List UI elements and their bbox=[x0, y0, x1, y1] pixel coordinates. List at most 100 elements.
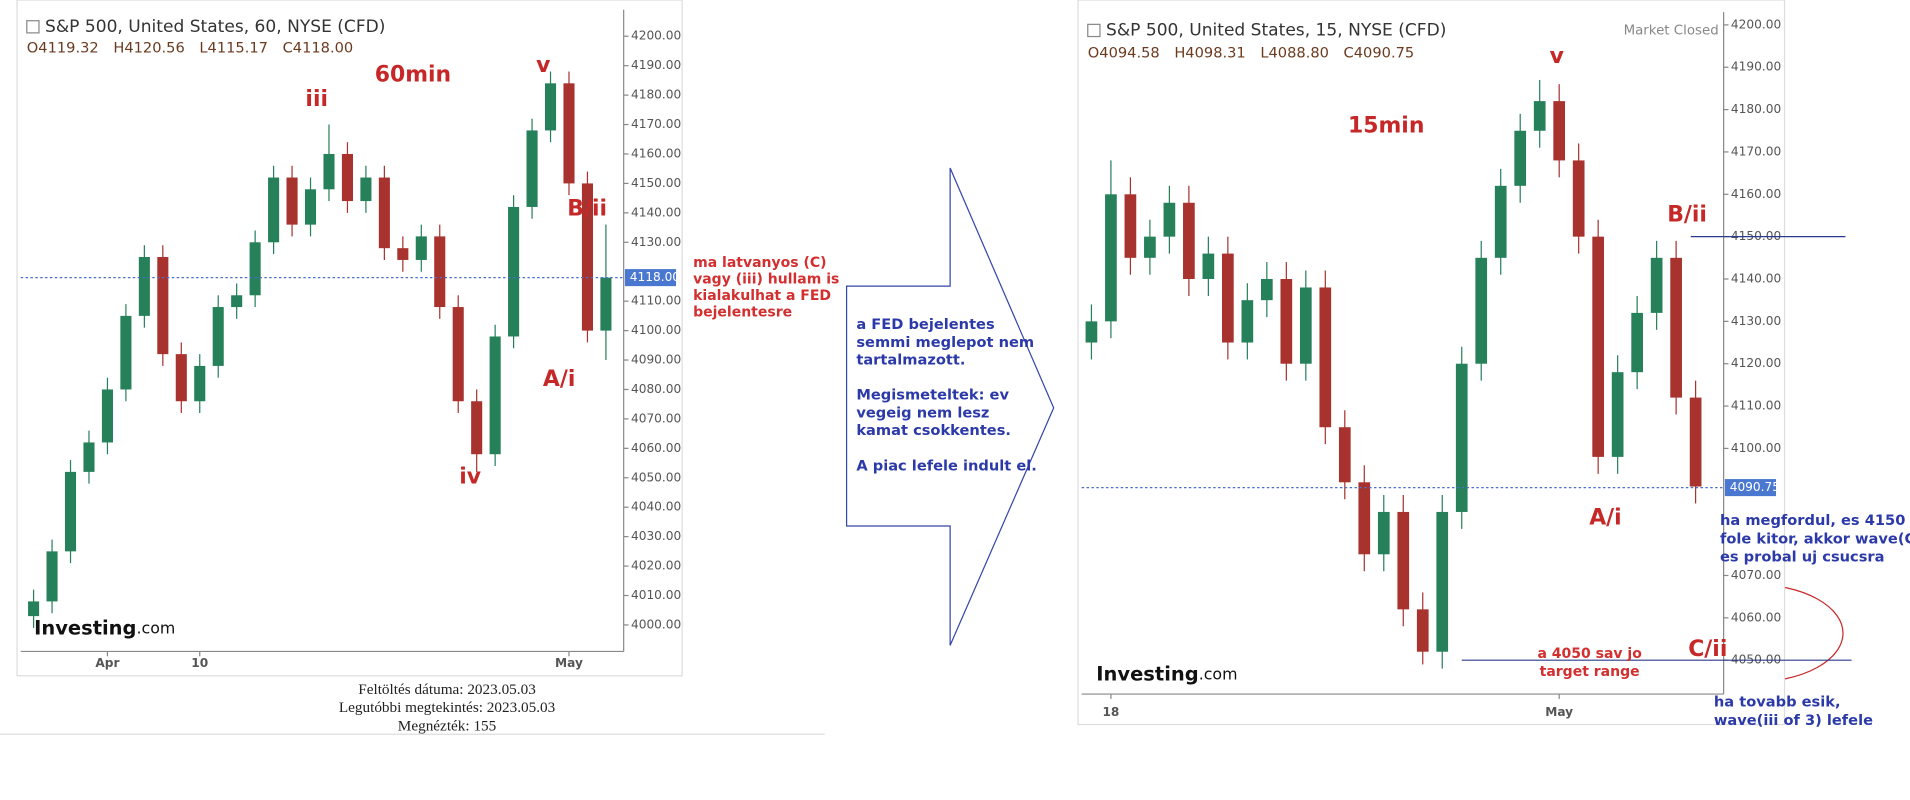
candle-body bbox=[415, 236, 427, 260]
logo-suffix: .com bbox=[137, 618, 176, 637]
x-tick-label: 18 bbox=[1102, 705, 1119, 719]
logo: Investing.com bbox=[34, 616, 175, 639]
y-tick-label: 4180.00 bbox=[631, 88, 681, 102]
candle-body bbox=[1144, 236, 1156, 258]
candle-body bbox=[1260, 279, 1273, 301]
candle-body bbox=[1299, 287, 1312, 364]
y-tick-label: 4150.00 bbox=[631, 176, 681, 190]
candle-body bbox=[1105, 194, 1117, 322]
wave-label: A/i bbox=[1589, 506, 1621, 531]
candle-body bbox=[194, 365, 206, 402]
note-line: ha tovabb esik, bbox=[1714, 694, 1841, 711]
collapse-icon bbox=[1087, 23, 1101, 38]
wave-label: v bbox=[1550, 44, 1564, 69]
wave-label: B/ii bbox=[1667, 203, 1707, 228]
candle-body bbox=[120, 315, 132, 390]
ohlc-label: H4120.56 bbox=[113, 40, 184, 57]
candle-body bbox=[323, 153, 335, 190]
candle-body bbox=[157, 257, 169, 355]
candle-body bbox=[471, 401, 483, 455]
note-line: Megismeteltek: ev bbox=[856, 387, 1009, 404]
last-price-box bbox=[624, 269, 677, 287]
note-line: kamat csokkentes. bbox=[856, 422, 1011, 439]
wave-label: v bbox=[536, 53, 550, 78]
y-tick-label: 4010.00 bbox=[631, 588, 681, 602]
note-line: vagy (iii) hullam is bbox=[693, 271, 839, 287]
candle-body bbox=[544, 83, 557, 131]
candle-body bbox=[1611, 372, 1624, 457]
candle-body bbox=[1319, 287, 1332, 428]
y-tick-label: 4140.00 bbox=[631, 205, 681, 219]
candle-body bbox=[1163, 202, 1176, 237]
x-tick-label: May bbox=[555, 656, 583, 670]
candle-body bbox=[378, 177, 390, 249]
y-tick-label: 4100.00 bbox=[1731, 441, 1781, 455]
note-line: target range bbox=[1540, 664, 1640, 680]
note-line: Megnézték: 155 bbox=[398, 717, 497, 734]
note-line: kialakulhat a FED bbox=[693, 288, 831, 304]
y-tick-label: 4100.00 bbox=[631, 323, 681, 337]
ohlc-label: H4098.31 bbox=[1174, 45, 1245, 62]
candle-body bbox=[526, 130, 538, 207]
note-line: A piac lefele indult el. bbox=[856, 457, 1037, 474]
y-tick-label: 4030.00 bbox=[631, 529, 681, 543]
candle-body bbox=[231, 295, 243, 308]
note-line: Feltöltés dátuma: 2023.05.03 bbox=[358, 681, 536, 698]
candle-body bbox=[1553, 101, 1566, 161]
note-line: es probal uj csucsra bbox=[1720, 549, 1885, 566]
candle-body bbox=[1222, 253, 1234, 343]
candle-body bbox=[28, 601, 40, 617]
y-tick-label: 4080.00 bbox=[631, 382, 681, 396]
y-tick-label: 4000.00 bbox=[631, 617, 681, 631]
candle-body bbox=[1572, 160, 1585, 237]
candle-body bbox=[101, 389, 113, 443]
note-line: semmi meglepot nem bbox=[856, 334, 1034, 351]
arrow bbox=[845, 167, 1055, 646]
candle-body bbox=[138, 257, 150, 316]
y-tick-label: 4050.00 bbox=[631, 470, 681, 484]
candle-body bbox=[1436, 511, 1449, 652]
candle-body bbox=[452, 307, 464, 402]
candle-body bbox=[1670, 257, 1682, 398]
candle-body bbox=[1338, 427, 1351, 483]
candle-body bbox=[1475, 257, 1488, 364]
wave-label: A/i bbox=[543, 367, 575, 392]
y-tick-label: 4160.00 bbox=[1731, 187, 1781, 201]
note-line: tartalmazott. bbox=[856, 351, 965, 368]
ohlc-label: O4094.58 bbox=[1088, 45, 1160, 62]
candle-body bbox=[1455, 363, 1468, 512]
y-tick-label: 4060.00 bbox=[631, 441, 681, 455]
wave-label: B/ii bbox=[567, 196, 607, 221]
candle-body bbox=[1592, 236, 1605, 457]
y-tick-label: 4070.00 bbox=[1731, 568, 1781, 582]
candle-body bbox=[1377, 511, 1390, 555]
y-tick-label: 4060.00 bbox=[1731, 610, 1781, 624]
candle-body bbox=[83, 442, 95, 472]
candle-body bbox=[1689, 397, 1702, 487]
y-tick-label: 4110.00 bbox=[1731, 399, 1781, 413]
candle-body bbox=[1280, 279, 1293, 364]
chart-frame bbox=[16, 0, 683, 677]
candle-body bbox=[489, 336, 501, 455]
note-line: Legutóbbi megtekintés: 2023.05.03 bbox=[339, 699, 556, 716]
candle-body bbox=[1124, 194, 1137, 258]
candle-body bbox=[1650, 257, 1663, 313]
x-tick-label: 10 bbox=[191, 656, 208, 670]
last-price-label: 4090.75 bbox=[1730, 480, 1780, 494]
candle-body bbox=[1085, 321, 1098, 343]
logo: Investing.com bbox=[1096, 662, 1237, 685]
note-line: a 4050 sav jo bbox=[1537, 646, 1642, 662]
y-tick-label: 4200.00 bbox=[631, 29, 681, 43]
ohlc-label: O4119.32 bbox=[27, 40, 99, 57]
chart-frame bbox=[1077, 0, 1786, 726]
logo-word: Investing bbox=[34, 616, 136, 639]
candle-body bbox=[304, 189, 317, 225]
candle-body bbox=[1183, 202, 1195, 280]
x-tick-label: May bbox=[1545, 705, 1573, 719]
y-tick-label: 4170.00 bbox=[631, 117, 681, 131]
candle-body bbox=[581, 183, 593, 331]
note-line: a FED bejelentes bbox=[856, 316, 994, 333]
candle-body bbox=[434, 236, 446, 308]
ohlc-label: L4088.80 bbox=[1260, 45, 1329, 62]
candle-body bbox=[563, 83, 575, 184]
